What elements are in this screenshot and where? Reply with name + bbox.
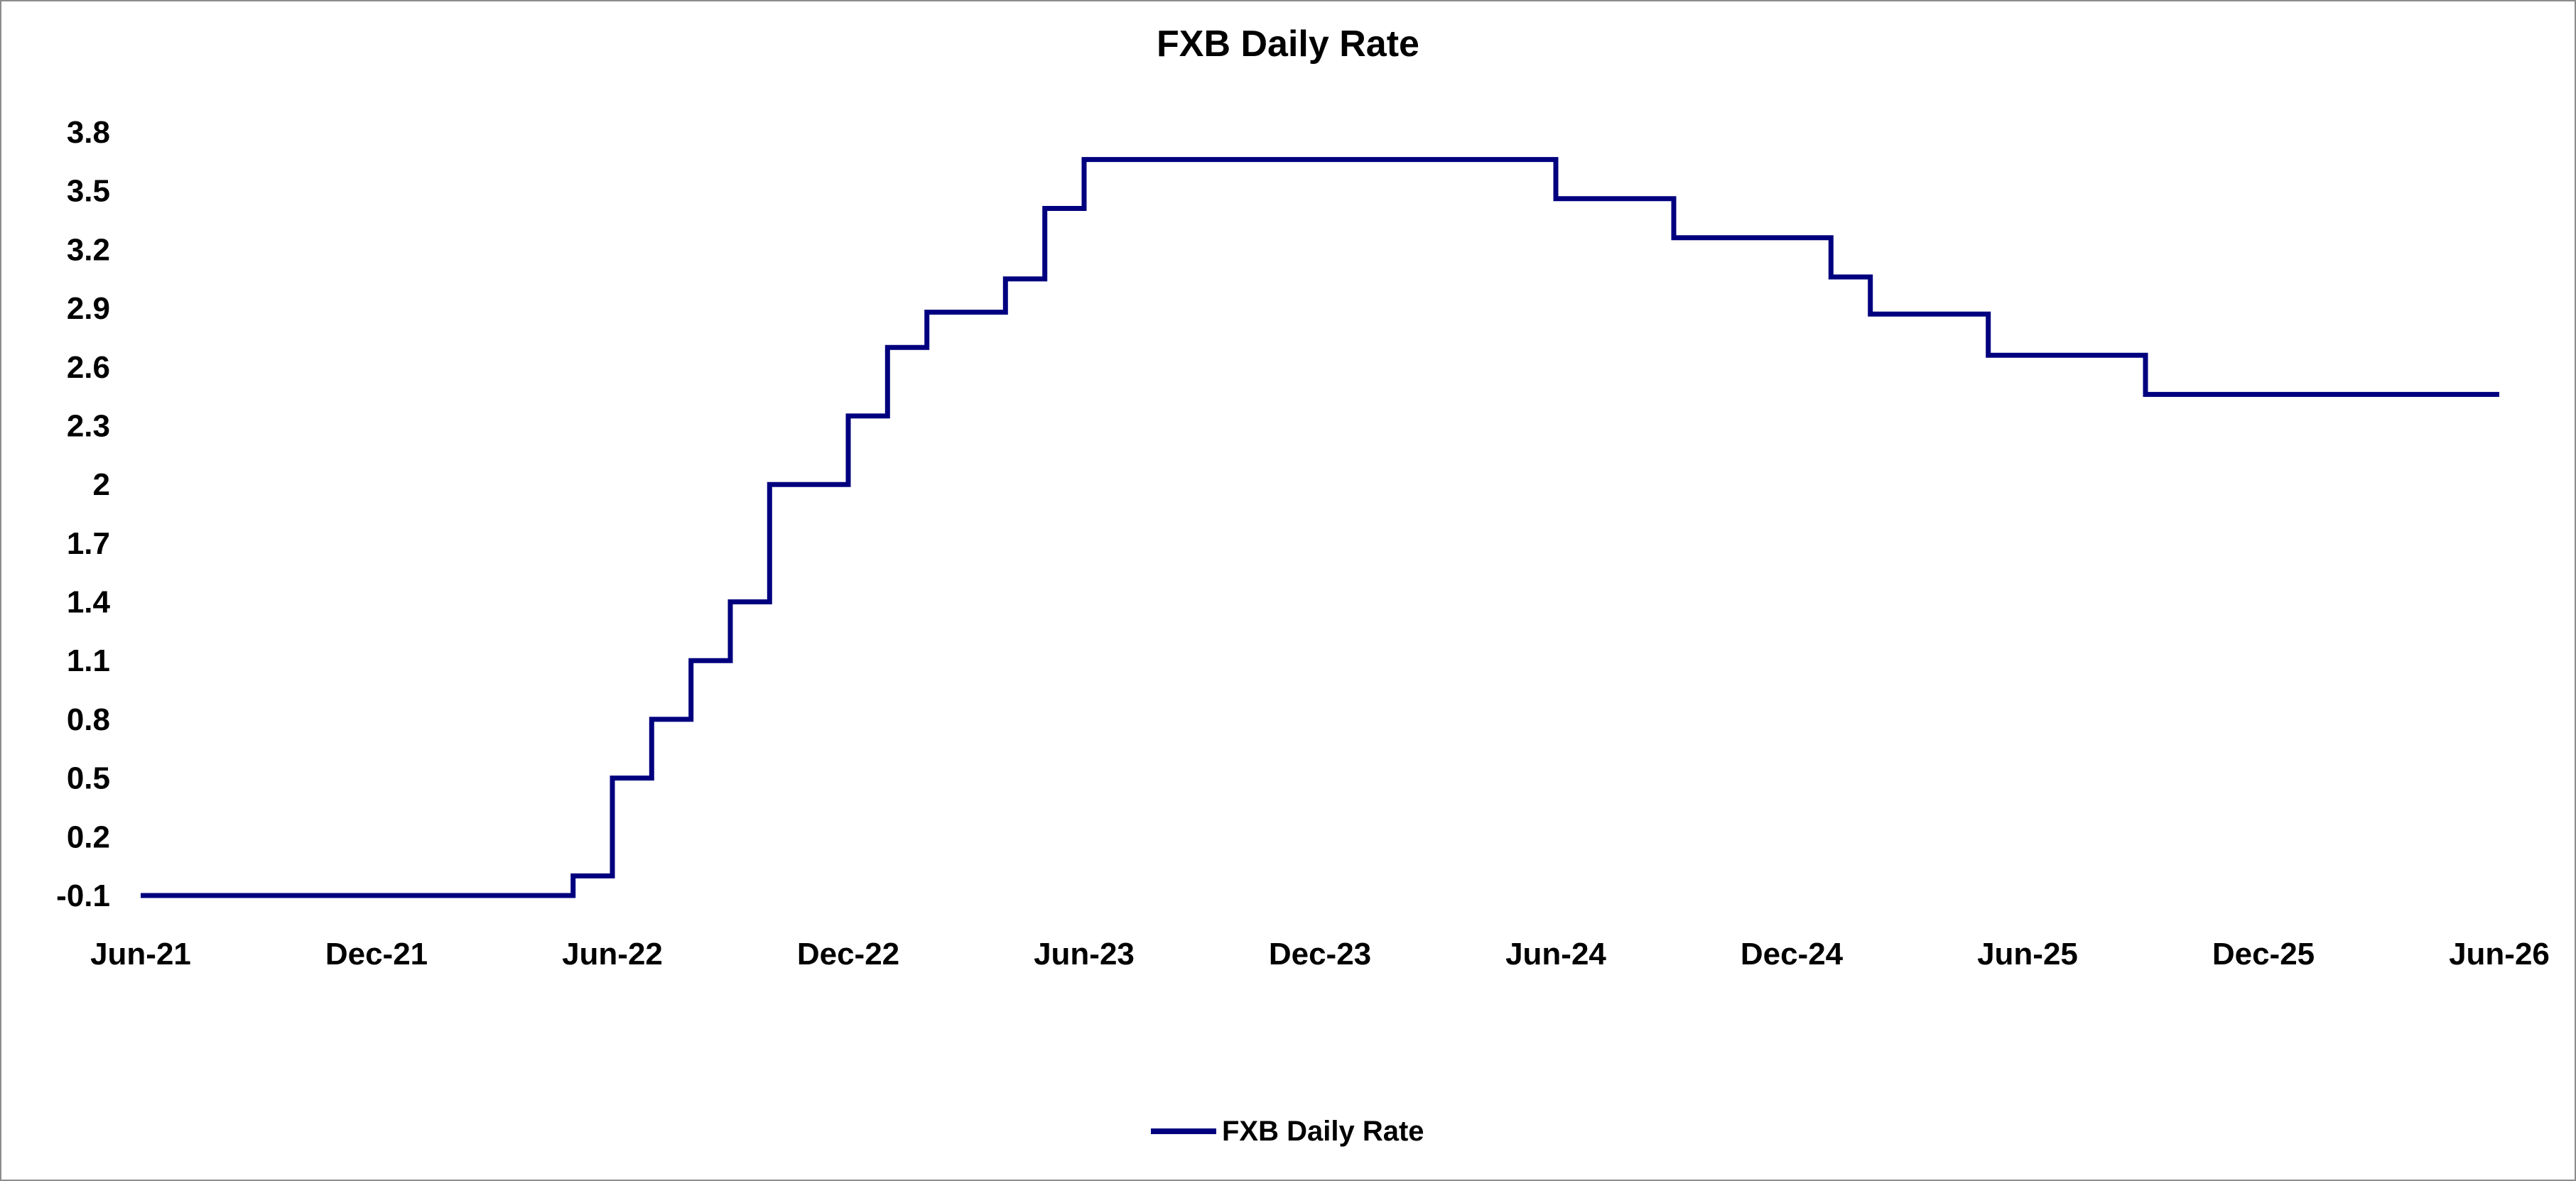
- x-tick-label: Dec-24: [1741, 937, 1844, 972]
- x-tick-label: Jun-21: [90, 937, 191, 972]
- y-tick-label: 1.7: [67, 526, 110, 561]
- y-tick-label: 2.6: [67, 350, 110, 385]
- legend-label: FXB Daily Rate: [1222, 1115, 1424, 1147]
- x-tick-label: Dec-21: [325, 937, 428, 972]
- y-tick-label: 3.5: [67, 174, 110, 209]
- y-tick-label: 1.1: [67, 643, 110, 678]
- x-tick-label: Dec-22: [797, 937, 899, 972]
- y-tick-label: 0.5: [67, 761, 110, 796]
- x-tick-label: Jun-22: [562, 937, 663, 972]
- x-tick-label: Jun-23: [1034, 937, 1135, 972]
- y-tick-label: 3.2: [67, 232, 110, 267]
- y-tick-label: 0.8: [67, 702, 110, 737]
- y-tick-label: 2.3: [67, 408, 110, 443]
- legend-swatch: [1151, 1128, 1216, 1134]
- x-tick-label: Dec-23: [1269, 937, 1371, 972]
- y-tick-label: 3.8: [67, 115, 110, 150]
- x-axis-tick-labels: Jun-21 Dec-21 Jun-22 Dec-22 Jun-23 Dec-23 Jun-…: [90, 937, 2550, 972]
- chart-title: FXB Daily Rate: [1157, 23, 1419, 65]
- series-layer: [141, 157, 2499, 898]
- y-tick-label: 0.2: [67, 820, 110, 854]
- x-tick-label: Jun-24: [1505, 937, 1606, 972]
- legend: FXB Daily Rate: [1151, 1114, 1424, 1149]
- y-axis-tick-labels: -0.1 0.2 0.5 0.8 1.1 1.4 1.7 2 2.3 2.6 2.9 3.2 3.5 3.…: [56, 115, 110, 913]
- x-tick-label: Jun-25: [1977, 937, 2078, 972]
- y-tick-label: 2: [93, 467, 110, 502]
- y-tick-label: -0.1: [56, 878, 110, 913]
- x-tick-label: Dec-25: [2212, 937, 2315, 972]
- y-tick-label: 2.9: [67, 291, 110, 326]
- series-line: [141, 157, 2499, 898]
- y-tick-label: 1.4: [67, 585, 111, 620]
- x-tick-label: Jun-26: [2449, 937, 2550, 972]
